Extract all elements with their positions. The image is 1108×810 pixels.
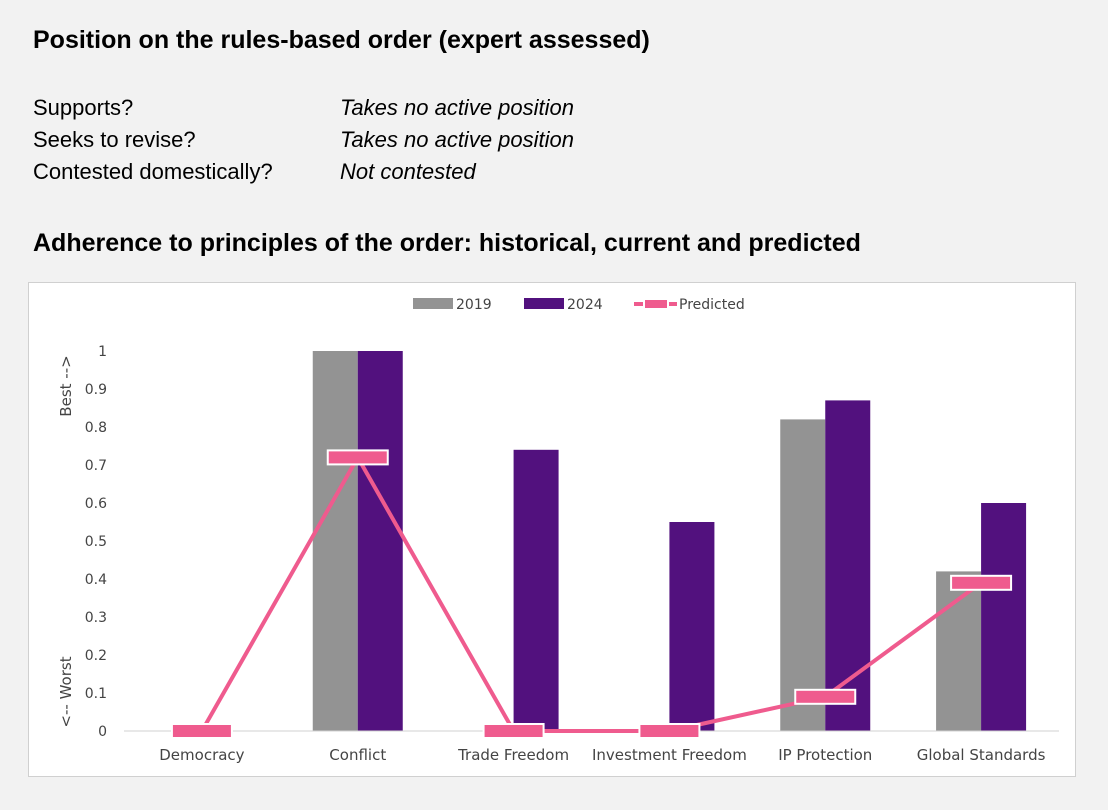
predicted-line bbox=[200, 455, 983, 733]
x-tick-label: Democracy bbox=[159, 746, 244, 764]
y-axis-best-label: Best --> bbox=[57, 355, 75, 416]
predicted-marker bbox=[794, 688, 857, 705]
position-answer: Not contested bbox=[340, 159, 476, 184]
predicted-marker bbox=[170, 723, 233, 739]
y-tick-label: 0.1 bbox=[85, 686, 107, 702]
predicted-marker bbox=[326, 449, 389, 466]
x-tick-label: Investment Freedom bbox=[592, 746, 747, 764]
y-tick-label: 0.6 bbox=[85, 496, 107, 512]
bar-2019 bbox=[780, 419, 826, 731]
y-tick-label: 0.9 bbox=[85, 382, 107, 398]
legend-marker-predicted bbox=[643, 298, 669, 310]
legend-swatch-2019 bbox=[413, 298, 453, 309]
y-tick-label: 0.5 bbox=[85, 534, 107, 550]
x-tick-label: Global Standards bbox=[917, 746, 1046, 764]
chart-title: Adherence to principles of the order: hi… bbox=[33, 229, 861, 257]
position-question: Seeks to revise? bbox=[33, 127, 196, 152]
bar-2024 bbox=[669, 522, 715, 731]
position-question: Contested domestically? bbox=[33, 159, 273, 184]
bar-2024 bbox=[981, 503, 1027, 731]
position-answer: Takes no active position bbox=[340, 95, 574, 120]
legend-swatch-2024 bbox=[524, 298, 564, 309]
bar-2019 bbox=[936, 571, 982, 731]
y-tick-label: 0 bbox=[98, 724, 107, 740]
predicted-marker bbox=[482, 723, 545, 739]
y-tick-label: 0.2 bbox=[85, 648, 107, 664]
predicted-marker bbox=[638, 723, 701, 739]
predicted-marker bbox=[950, 574, 1013, 591]
y-tick-label: 0.4 bbox=[85, 572, 107, 588]
legend-label-2024: 2024 bbox=[567, 297, 603, 313]
position-answer: Takes no active position bbox=[340, 127, 574, 152]
bar-2024 bbox=[825, 400, 871, 731]
position-title: Position on the rules-based order (exper… bbox=[33, 26, 650, 54]
chart-container: 0 0.1 0.2 0.3 0.4 0.5 0.6 0.7 0.8 0.9 1 Best --> <--… bbox=[28, 282, 1076, 777]
y-tick-label: 1 bbox=[98, 344, 107, 360]
legend-label-2019: 2019 bbox=[456, 297, 492, 313]
x-tick-label: IP Protection bbox=[778, 746, 872, 764]
x-tick-label: Trade Freedom bbox=[457, 746, 569, 764]
legend-label-predicted: Predicted bbox=[679, 297, 745, 313]
y-tick-label: 0.7 bbox=[85, 458, 107, 474]
y-tick-label: 0.3 bbox=[85, 610, 107, 626]
bar-2024 bbox=[513, 449, 559, 731]
adherence-chart: 0 0.1 0.2 0.3 0.4 0.5 0.6 0.7 0.8 0.9 1 Best --> <--… bbox=[57, 297, 1059, 764]
position-question: Supports? bbox=[33, 95, 134, 120]
bar-2024 bbox=[357, 351, 403, 731]
x-tick-label: Conflict bbox=[329, 746, 386, 764]
y-tick-label: 0.8 bbox=[85, 420, 107, 436]
y-axis-worst-label: <-- Worst bbox=[57, 656, 75, 727]
bar-2019 bbox=[312, 351, 358, 731]
